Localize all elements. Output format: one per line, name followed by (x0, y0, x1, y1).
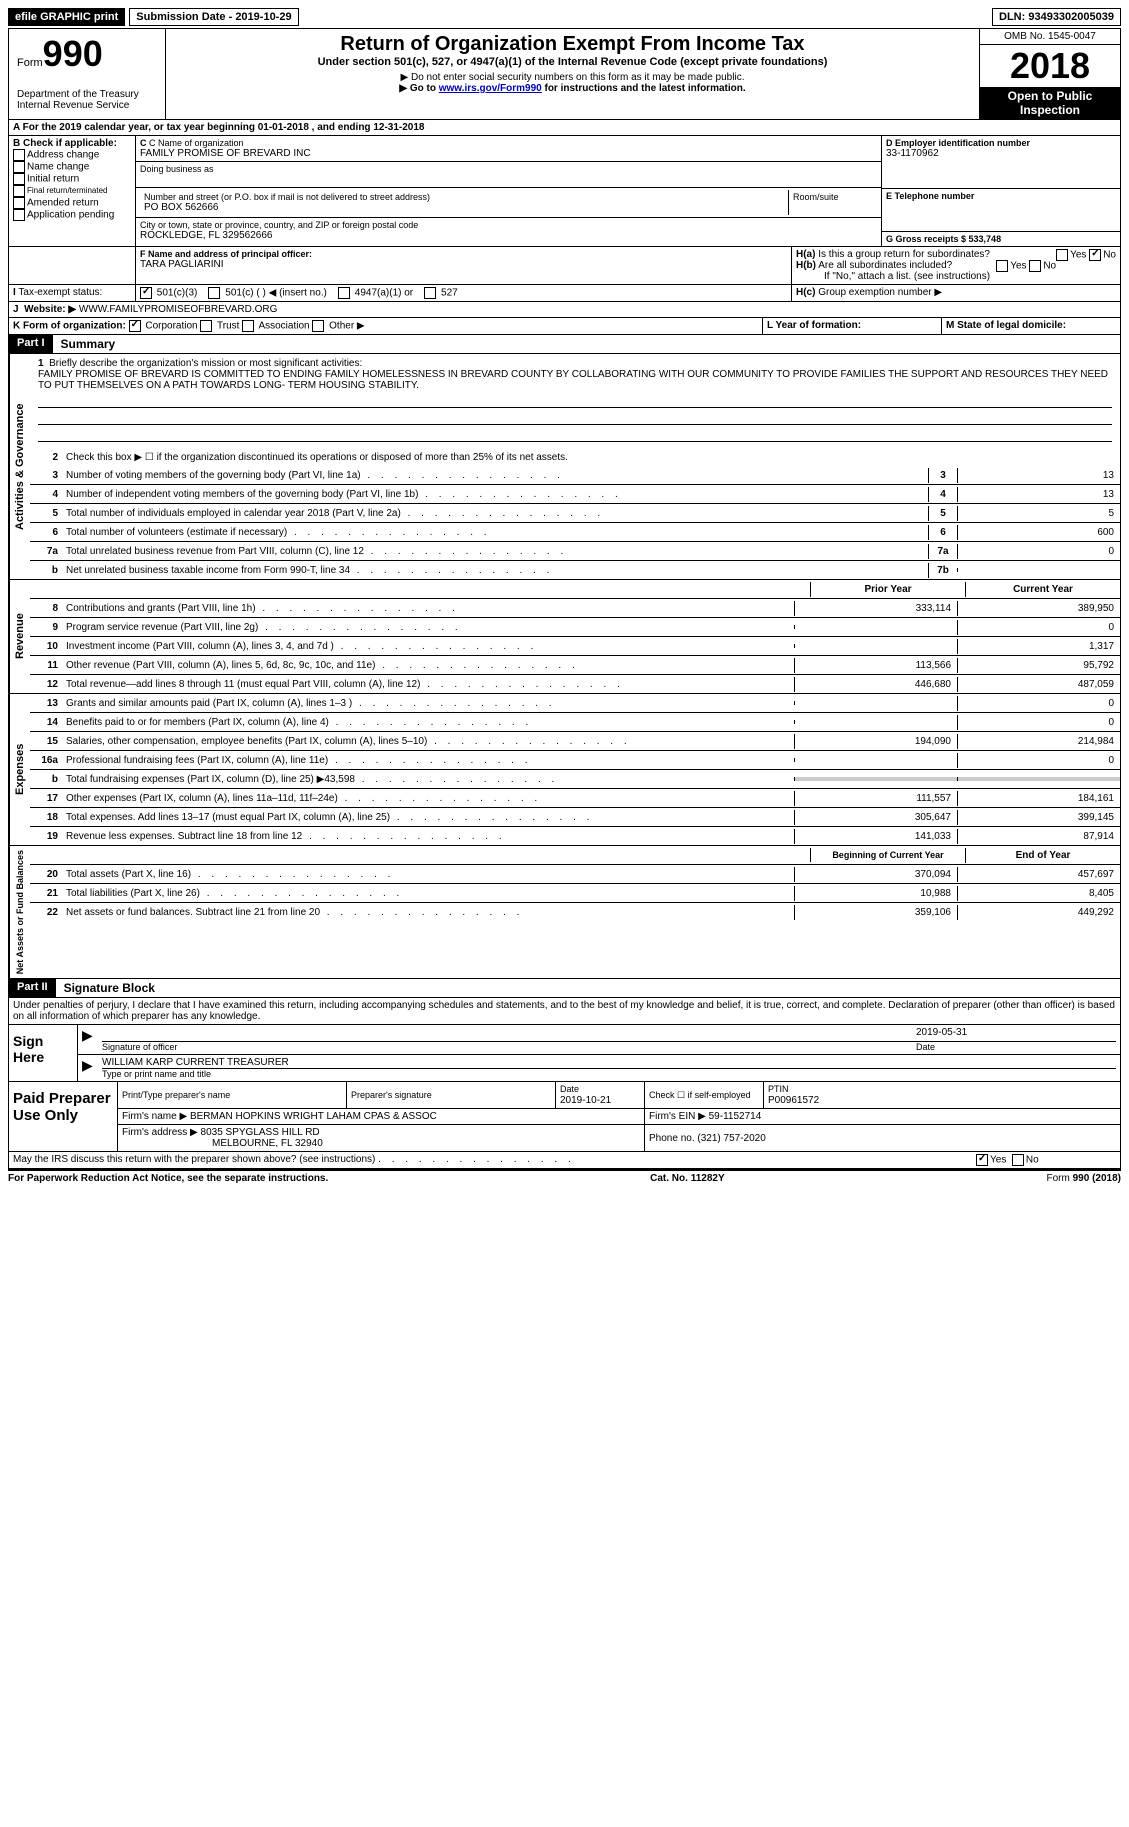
section-k-l-m: K Form of organization: Corporation Trus… (8, 318, 1121, 335)
ein: 33-1170962 (886, 148, 1116, 159)
line-21: 21 Total liabilities (Part X, line 26) 1… (30, 884, 1120, 903)
part1-header: Part I (9, 335, 53, 353)
line-b: b Total fundraising expenses (Part IX, c… (30, 770, 1120, 789)
vert-revenue: Revenue (9, 580, 30, 693)
line-10: 10 Investment income (Part VIII, column … (30, 637, 1120, 656)
check-final[interactable] (13, 185, 25, 197)
b-label: B Check if applicable: (13, 138, 131, 149)
efile-btn[interactable]: efile GRAPHIC print (8, 8, 125, 26)
net-assets-section: Net Assets or Fund Balances Beginning of… (8, 846, 1121, 979)
section-f-h: F Name and address of principal officer:… (8, 247, 1121, 285)
city-state-zip: ROCKLEDGE, FL 329562666 (140, 230, 877, 241)
sign-here-label: Sign Here (9, 1025, 78, 1081)
line-17: 17 Other expenses (Part IX, column (A), … (30, 789, 1120, 808)
main-title: Return of Organization Exempt From Incom… (170, 33, 975, 56)
gov-line-3: 3 Number of voting members of the govern… (30, 466, 1120, 485)
note2-post: for instructions and the latest informat… (542, 83, 746, 94)
omb-number: OMB No. 1545-0047 (980, 29, 1120, 45)
discuss-no[interactable] (1012, 1154, 1024, 1166)
check-501c3[interactable] (140, 287, 152, 299)
note-ssn: ▶ Do not enter social security numbers o… (170, 72, 975, 83)
discuss-row: May the IRS discuss this return with the… (8, 1152, 1121, 1169)
part2-header: Part II (9, 979, 56, 997)
instructions-link[interactable]: www.irs.gov/Form990 (439, 83, 542, 94)
row-a-dates: A For the 2019 calendar year, or tax yea… (8, 120, 1121, 136)
mission-text: FAMILY PROMISE OF BREVARD IS COMMITTED T… (38, 369, 1108, 391)
perjury-text: Under penalties of perjury, I declare th… (8, 998, 1121, 1025)
line-12: 12 Total revenue—add lines 8 through 11 … (30, 675, 1120, 693)
vert-expenses: Expenses (9, 694, 30, 845)
firm-name: BERMAN HOPKINS WRIGHT LAHAM CPAS & ASSOC (190, 1111, 437, 1122)
line-19: 19 Revenue less expenses. Subtract line … (30, 827, 1120, 845)
gov-line-b: b Net unrelated business taxable income … (30, 561, 1120, 579)
vert-activities: Activities & Governance (9, 354, 30, 579)
line-20: 20 Total assets (Part X, line 16) 370,09… (30, 865, 1120, 884)
tax-year: 2018 (980, 45, 1120, 87)
gov-line-4: 4 Number of independent voting members o… (30, 485, 1120, 504)
note2-pre: ▶ Go to (399, 83, 438, 94)
line-18: 18 Total expenses. Add lines 13–17 (must… (30, 808, 1120, 827)
top-bar: efile GRAPHIC print Submission Date - 20… (8, 8, 1121, 26)
vert-net-assets: Net Assets or Fund Balances (9, 846, 30, 978)
paid-preparer-section: Paid Preparer Use Only Print/Type prepar… (8, 1082, 1121, 1152)
activities-governance: Activities & Governance 1 Briefly descri… (8, 354, 1121, 580)
firm-phone: (321) 757-2020 (697, 1133, 765, 1144)
line-14: 14 Benefits paid to or for members (Part… (30, 713, 1120, 732)
line-8: 8 Contributions and grants (Part VIII, l… (30, 599, 1120, 618)
address: PO BOX 562666 (144, 202, 784, 213)
gross-receipts: G Gross receipts $ 533,748 (886, 234, 1001, 244)
ptin: P00961572 (768, 1095, 819, 1106)
check-address[interactable] (13, 149, 25, 161)
section-i: I Tax-exempt status: 501(c)(3) 501(c) ( … (8, 285, 1121, 302)
submission-date: Submission Date - 2019-10-29 (129, 8, 298, 26)
gov-line-5: 5 Total number of individuals employed i… (30, 504, 1120, 523)
gov-line-7a: 7a Total unrelated business revenue from… (30, 542, 1120, 561)
gov-line-6: 6 Total number of volunteers (estimate i… (30, 523, 1120, 542)
expenses-section: Expenses 13 Grants and similar amounts p… (8, 694, 1121, 846)
dept-label: Department of the Treasury Internal Reve… (17, 89, 157, 111)
line-13: 13 Grants and similar amounts paid (Part… (30, 694, 1120, 713)
sign-here-section: Sign Here ▶ Signature of officer 2019-05… (8, 1025, 1121, 1082)
officer-name: WILLIAM KARP CURRENT TREASURER (102, 1057, 1116, 1069)
org-name: FAMILY PROMISE OF BREVARD INC (140, 148, 877, 159)
discuss-yes[interactable] (976, 1154, 988, 1166)
section-j: J Website: ▶ WWW.FAMILYPROMISEOFBREVARD.… (8, 302, 1121, 318)
line-22: 22 Net assets or fund balances. Subtract… (30, 903, 1120, 921)
firm-address: 8035 SPYGLASS HILL RD (201, 1127, 320, 1138)
check-name[interactable] (13, 161, 25, 173)
line-11: 11 Other revenue (Part VIII, column (A),… (30, 656, 1120, 675)
check-pending[interactable] (13, 209, 25, 221)
website: WWW.FAMILYPROMISEOFBREVARD.ORG (79, 304, 278, 315)
open-public: Open to Public Inspection (980, 87, 1120, 119)
paid-preparer-label: Paid Preparer Use Only (9, 1082, 118, 1151)
principal-officer: TARA PAGLIARINI (140, 259, 787, 270)
part2-title: Signature Block (56, 979, 163, 997)
line-16a: 16a Professional fundraising fees (Part … (30, 751, 1120, 770)
form-header: Form990 Department of the Treasury Inter… (8, 28, 1121, 120)
form-number: 990 (43, 33, 103, 74)
revenue-section: Revenue Prior Year Current Year 8 Contri… (8, 580, 1121, 694)
firm-ein: 59-1152714 (709, 1111, 762, 1122)
line-9: 9 Program service revenue (Part VIII, li… (30, 618, 1120, 637)
subtitle: Under section 501(c), 527, or 4947(a)(1)… (170, 56, 975, 68)
part1-title: Summary (53, 335, 124, 353)
check-amended[interactable] (13, 197, 25, 209)
form-label: Form (17, 57, 43, 69)
section-b-to-g: B Check if applicable: Address change Na… (8, 136, 1121, 247)
check-initial[interactable] (13, 173, 25, 185)
footer: For Paperwork Reduction Act Notice, see … (8, 1169, 1121, 1186)
dln: DLN: 93493302005039 (992, 8, 1121, 26)
line-15: 15 Salaries, other compensation, employe… (30, 732, 1120, 751)
